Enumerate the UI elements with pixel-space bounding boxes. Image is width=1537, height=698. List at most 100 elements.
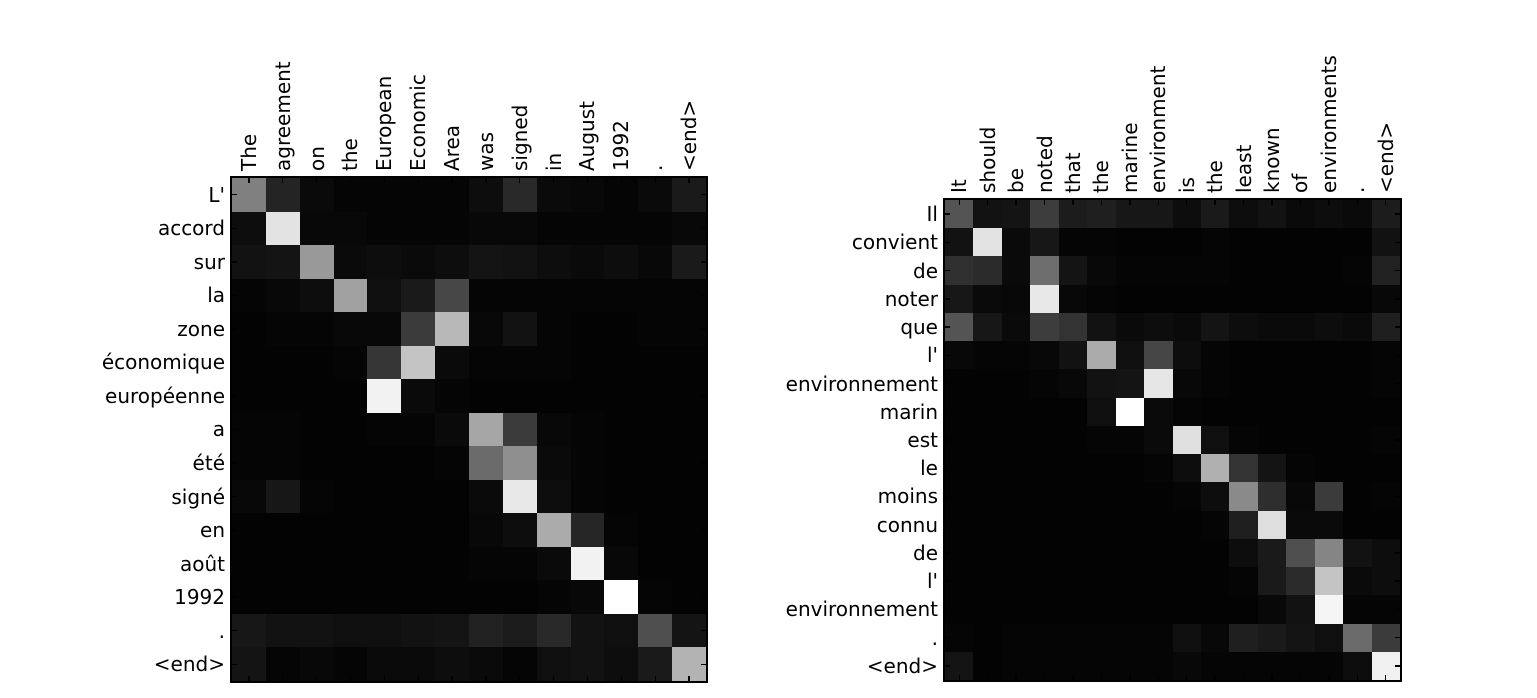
heatmap-cell — [232, 312, 266, 346]
heatmap-cell — [469, 345, 503, 380]
heatmap-cell — [401, 546, 436, 581]
x-axis-tick — [1129, 200, 1131, 205]
heatmap-cell — [333, 312, 368, 346]
heatmap-cell — [502, 580, 537, 614]
heatmap-cell — [1144, 538, 1173, 568]
y-tick-label: l' — [926, 343, 938, 368]
y-axis-tick — [945, 354, 950, 356]
x-axis-tick — [552, 178, 555, 183]
heatmap-cell — [401, 245, 436, 279]
x-axis-tick — [1157, 200, 1159, 205]
y-axis-tick — [232, 328, 237, 330]
heatmap-cell — [1001, 341, 1031, 370]
heatmap-cell — [265, 546, 300, 581]
heatmap-cell — [232, 412, 266, 447]
heatmap-cell — [502, 479, 537, 514]
y-tick-label: été — [192, 451, 225, 476]
heatmap-cell — [435, 580, 469, 614]
heatmap-cell — [265, 211, 300, 246]
x-axis-tick — [1043, 200, 1046, 205]
x-axis-tick — [654, 676, 656, 681]
heatmap-cell — [469, 412, 503, 447]
y-tick-label: est — [907, 427, 938, 452]
heatmap-cell — [570, 513, 605, 547]
x-tick-label: on — [304, 146, 329, 171]
heatmap-cell — [1172, 623, 1201, 652]
x-axis-tick — [1242, 675, 1245, 680]
heatmap-cell — [299, 412, 334, 447]
heatmap-cell — [1343, 567, 1372, 596]
heatmap-cell — [570, 312, 605, 346]
heatmap-cell — [367, 178, 402, 212]
heatmap-cell — [973, 567, 1002, 596]
heatmap-cell — [1144, 228, 1173, 257]
heatmap-cell — [1286, 228, 1315, 257]
heatmap-cell — [1087, 397, 1116, 426]
y-axis-tick — [701, 562, 706, 565]
heatmap-cell — [1001, 538, 1031, 568]
heatmap-cell — [1229, 284, 1258, 313]
heatmap-cell — [1286, 454, 1315, 483]
y-axis-tick — [232, 395, 237, 397]
x-tick-label: that — [1060, 152, 1085, 193]
heatmap-cell — [638, 245, 673, 279]
heatmap-cell — [1001, 510, 1031, 539]
heatmap-cell — [570, 446, 605, 480]
heatmap-cell — [570, 345, 605, 380]
heatmap-cell — [1172, 341, 1201, 370]
heatmap-cell — [1257, 567, 1287, 596]
x-axis-tick — [1356, 675, 1359, 680]
heatmap-cell — [1030, 538, 1059, 568]
heatmap-cell — [265, 412, 300, 447]
y-tick-label: moins — [877, 484, 938, 509]
heatmap-cell — [1314, 284, 1344, 313]
heatmap-cell — [299, 446, 334, 480]
x-axis-tick — [485, 676, 487, 681]
heatmap-cell — [1172, 567, 1201, 596]
x-axis-tick — [383, 676, 386, 681]
heatmap-cell — [1115, 595, 1145, 624]
heatmap-cell — [672, 546, 706, 581]
y-axis-tick — [232, 294, 237, 297]
heatmap-cell — [333, 178, 368, 212]
heatmap-cell — [1030, 312, 1059, 342]
heatmap-cell — [367, 580, 402, 614]
heatmap-cell — [367, 278, 402, 313]
heatmap-cell — [1115, 510, 1145, 539]
heatmap-cell — [1001, 623, 1031, 652]
heatmap-cell — [469, 580, 503, 614]
heatmap-cell — [1343, 595, 1372, 624]
heatmap-cell — [672, 345, 706, 380]
heatmap-cell — [1229, 256, 1258, 285]
heatmap-cell — [1030, 510, 1059, 539]
y-axis-tick — [945, 636, 950, 639]
heatmap-cell — [1087, 595, 1116, 624]
y-axis-tick — [945, 326, 950, 328]
heatmap-cell — [1087, 425, 1116, 455]
heatmap-cell — [570, 647, 605, 681]
heatmap-cell — [1229, 538, 1258, 568]
y-tick-label: convient — [851, 230, 938, 255]
x-axis-tick — [383, 178, 386, 183]
y-tick-label: le — [920, 456, 938, 481]
heatmap-cell — [638, 412, 673, 447]
heatmap-cell — [1314, 623, 1344, 652]
y-axis-tick — [945, 382, 950, 385]
heatmap-cell — [536, 345, 571, 380]
heatmap-cell — [1200, 425, 1230, 455]
heatmap-cell — [1229, 341, 1258, 370]
x-tick-label: known — [1260, 127, 1285, 193]
heatmap-cell — [1314, 397, 1344, 426]
heatmap-cell — [1286, 623, 1315, 652]
x-tick-label: <end> — [676, 99, 701, 171]
heatmap-cell — [1343, 425, 1372, 455]
heatmap-cell — [1144, 284, 1173, 313]
heatmap-cell — [1115, 425, 1145, 455]
heatmap-cell — [672, 479, 706, 514]
x-axis-tick — [1043, 675, 1046, 680]
heatmap-cell — [469, 479, 503, 514]
heatmap-cell — [672, 613, 706, 648]
heatmap-cell — [1115, 369, 1145, 398]
heatmap-cell — [1144, 595, 1173, 624]
heatmap-cell — [1030, 454, 1059, 483]
